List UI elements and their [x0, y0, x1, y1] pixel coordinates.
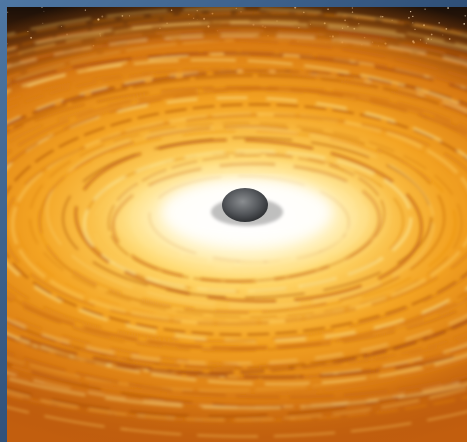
black-hole-artwork — [7, 7, 467, 442]
swirl-ring — [38, 125, 446, 314]
swirl-ring — [7, 58, 467, 385]
swirl-ring — [7, 11, 467, 422]
accretion-disk-scene — [7, 7, 467, 442]
swirl-ring — [7, 69, 467, 375]
swirl-ring — [7, 29, 467, 408]
swirl-ring — [7, 69, 467, 364]
star — [7, 11, 9, 13]
swirl-ring — [7, 69, 467, 368]
swirl-ring — [7, 67, 467, 372]
black-hole — [222, 188, 268, 222]
swirl-ring — [7, 74, 467, 370]
swirl-ring — [7, 52, 467, 379]
swirl-ring — [7, 37, 467, 399]
swirl-ring — [7, 7, 467, 438]
star — [464, 14, 467, 17]
swirl-ring — [7, 103, 467, 336]
swirl-ring — [7, 50, 467, 381]
swirl-ring — [7, 33, 467, 409]
swirl-ring — [7, 113, 467, 326]
star — [447, 7, 450, 9]
swirl-ring — [37, 130, 457, 313]
swirl-ring — [74, 138, 424, 303]
swirl-ring — [82, 149, 413, 293]
swirl-ring — [29, 122, 463, 319]
swirl-ring — [62, 136, 432, 299]
swirl-ring — [7, 85, 467, 351]
swirl-ring — [46, 126, 435, 307]
disk-swirl-rings — [7, 7, 467, 438]
star — [41, 7, 43, 8]
swirl-ring — [7, 21, 467, 410]
